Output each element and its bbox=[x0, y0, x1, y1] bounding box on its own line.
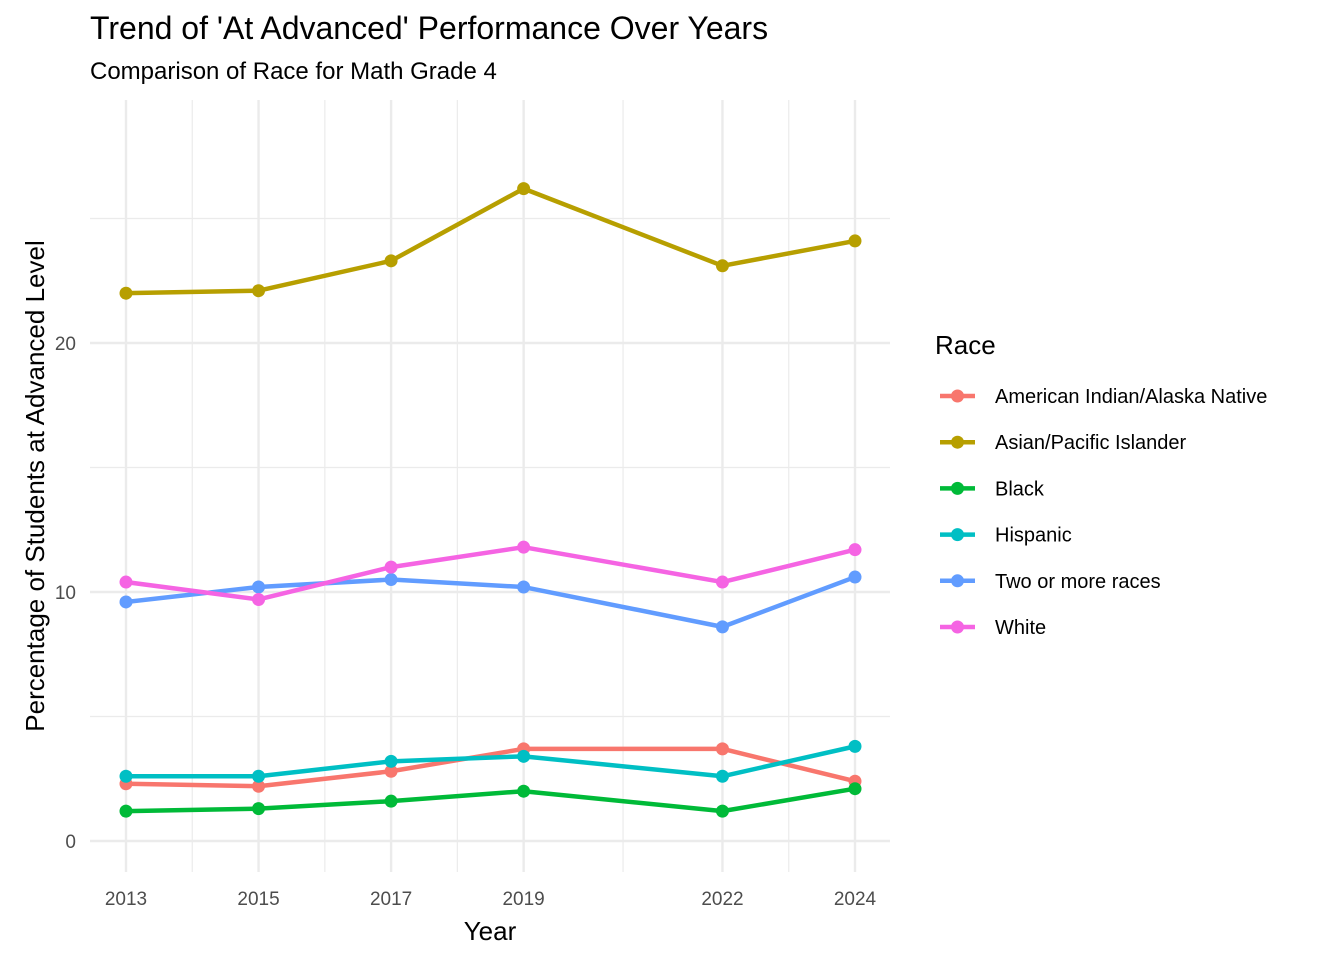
data-point bbox=[517, 749, 531, 763]
series-lines bbox=[119, 182, 862, 818]
chart-title: Trend of 'At Advanced' Performance Over … bbox=[90, 10, 769, 46]
series-line bbox=[125, 786, 856, 814]
data-point bbox=[715, 804, 729, 818]
data-point bbox=[119, 804, 133, 818]
legend-key-point bbox=[951, 528, 964, 542]
series-line bbox=[125, 746, 856, 789]
data-point bbox=[517, 784, 531, 798]
data-point bbox=[848, 543, 862, 557]
legend-items: American Indian/Alaska Native Asian/Pacif… bbox=[940, 386, 1267, 639]
legend-title: Race bbox=[935, 330, 996, 360]
data-point bbox=[384, 764, 398, 778]
x-tick-label: 2022 bbox=[701, 889, 743, 910]
data-point bbox=[252, 802, 266, 816]
x-tick-label: 2024 bbox=[834, 889, 877, 910]
data-point bbox=[252, 284, 266, 298]
y-tick-label: 10 bbox=[55, 583, 76, 604]
data-point bbox=[848, 570, 862, 584]
y-tick-label: 0 bbox=[65, 832, 76, 853]
data-point bbox=[715, 259, 729, 273]
data-point bbox=[252, 779, 266, 793]
legend-label: Asian/Pacific Islander bbox=[995, 432, 1187, 454]
data-point bbox=[715, 575, 729, 589]
legend-item: Hispanic bbox=[940, 525, 1072, 547]
data-point bbox=[384, 573, 398, 587]
data-point bbox=[517, 580, 531, 594]
series-line bbox=[125, 186, 856, 296]
axis-tick-labels: 2013 2015 2017 2019 2022 2024 0 10 20 bbox=[55, 334, 877, 910]
series-line bbox=[126, 744, 856, 779]
series-white bbox=[119, 540, 862, 606]
legend-key-point bbox=[951, 389, 964, 403]
series-line bbox=[125, 544, 856, 602]
data-point bbox=[517, 182, 531, 196]
data-point bbox=[384, 794, 398, 808]
legend-label: American Indian/Alaska Native bbox=[995, 386, 1267, 408]
x-axis-title: Year bbox=[464, 916, 517, 946]
series-black bbox=[119, 782, 862, 818]
legend-label: Two or more races bbox=[995, 571, 1161, 593]
series-hispanic bbox=[119, 739, 862, 783]
legend-item: White bbox=[940, 617, 1046, 639]
data-point bbox=[848, 739, 862, 753]
data-point bbox=[848, 234, 862, 248]
x-tick-label: 2013 bbox=[105, 889, 147, 910]
data-point bbox=[119, 769, 133, 783]
y-tick-label: 20 bbox=[55, 334, 76, 355]
chart-subtitle: Comparison of Race for Math Grade 4 bbox=[90, 58, 497, 85]
series-american-indian-alaska-native bbox=[119, 742, 862, 793]
data-point bbox=[384, 560, 398, 574]
legend-item: Two or more races bbox=[940, 571, 1161, 593]
series-asian-pacific-islander bbox=[119, 182, 862, 300]
legend-key-point bbox=[951, 481, 964, 495]
legend-label: White bbox=[995, 617, 1046, 639]
x-tick-label: 2017 bbox=[370, 889, 412, 910]
data-point bbox=[119, 575, 133, 589]
grid bbox=[90, 100, 890, 872]
legend-label: Black bbox=[995, 478, 1045, 500]
data-point bbox=[848, 782, 862, 796]
data-point bbox=[384, 754, 398, 768]
legend-key-point bbox=[951, 574, 964, 588]
y-axis-title: Percentage of Students at Advanced Level bbox=[20, 240, 50, 731]
data-point bbox=[715, 620, 729, 634]
x-tick-label: 2019 bbox=[502, 889, 544, 910]
legend-item: American Indian/Alaska Native bbox=[940, 386, 1267, 408]
data-point bbox=[119, 595, 133, 609]
legend: Race American Indian/Alaska Native Asian/… bbox=[935, 330, 1267, 639]
legend-item: Asian/Pacific Islander bbox=[940, 432, 1187, 454]
data-point bbox=[252, 769, 266, 783]
legend-item: Black bbox=[940, 478, 1045, 500]
data-point bbox=[715, 769, 729, 783]
data-point bbox=[119, 286, 133, 300]
series-line bbox=[125, 574, 856, 630]
data-point bbox=[252, 592, 266, 606]
data-point bbox=[384, 254, 398, 268]
legend-key-point bbox=[951, 620, 964, 634]
legend-label: Hispanic bbox=[995, 525, 1072, 547]
series-two-or-more-races bbox=[119, 570, 862, 634]
data-point bbox=[252, 580, 266, 594]
data-point bbox=[517, 540, 531, 554]
legend-key-point bbox=[951, 435, 964, 449]
data-point bbox=[715, 742, 729, 756]
x-tick-label: 2015 bbox=[237, 889, 279, 910]
